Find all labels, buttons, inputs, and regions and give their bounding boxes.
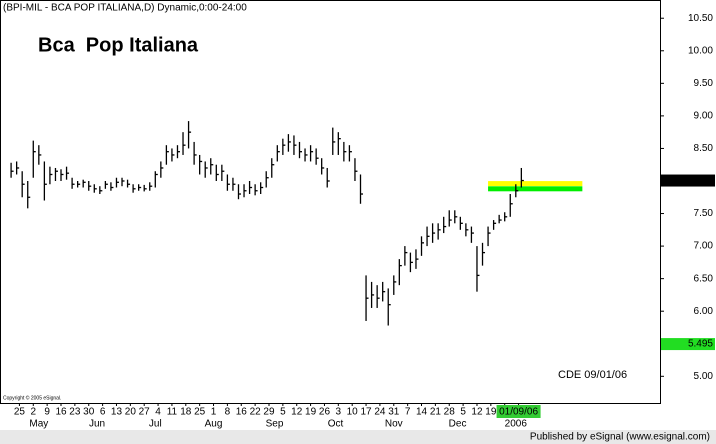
- x-tick-label: 24: [374, 407, 386, 418]
- price-marker: [661, 174, 715, 187]
- x-tick-label: 26: [319, 407, 331, 418]
- month-label: Sep: [266, 419, 284, 430]
- price-marker-label: 5.495: [688, 339, 713, 350]
- copyright: Copyright © 2005 eSignal.: [3, 394, 61, 401]
- x-tick-label: 2: [30, 407, 36, 418]
- band: [488, 181, 583, 187]
- x-tick-label: 29: [263, 407, 275, 418]
- x-tick-label: 14: [416, 407, 428, 418]
- y-tick-label: 5.00: [694, 371, 714, 382]
- x-tick-label: 1: [211, 407, 217, 418]
- x-tick-label: 27: [139, 407, 151, 418]
- footer-bar: [0, 430, 716, 444]
- x-tick-label: 3: [336, 407, 342, 418]
- x-tick-label: 6: [100, 407, 106, 418]
- month-label: Aug: [205, 419, 223, 430]
- y-tick-label: 7.50: [694, 208, 714, 219]
- x-tick-label: 01/09/06: [499, 407, 538, 418]
- y-tick-label: 6.50: [694, 273, 714, 284]
- x-tick-label: 31: [388, 407, 400, 418]
- x-tick-label: 18: [180, 407, 192, 418]
- price-marker-label: 8.007: [688, 175, 713, 186]
- y-tick-label: 9.00: [694, 111, 714, 122]
- y-tick-label: 9.50: [694, 78, 714, 89]
- month-label: Jul: [149, 419, 162, 430]
- y-tick-label: 7.00: [694, 241, 714, 252]
- x-tick-label: 16: [55, 407, 67, 418]
- month-label: May: [29, 419, 48, 430]
- month-label: Jun: [89, 419, 105, 430]
- x-tick-label: 7: [405, 407, 411, 418]
- x-tick-label: 19: [305, 407, 317, 418]
- x-tick-label: 13: [111, 407, 123, 418]
- x-tick-label: 12: [291, 407, 303, 418]
- x-tick-label: 9: [44, 407, 50, 418]
- x-tick-label: 12: [471, 407, 483, 418]
- band: [488, 186, 583, 192]
- x-tick-label: 21: [430, 407, 442, 418]
- y-tick-label: 10.00: [688, 45, 713, 56]
- month-label: Oct: [328, 419, 344, 430]
- x-tick-label: 11: [167, 407, 178, 418]
- month-label: 2006: [505, 419, 528, 430]
- x-tick-label: 19: [485, 407, 497, 418]
- y-tick-label: 10.50: [688, 13, 713, 24]
- footer: Published by eSignal (www.esignal.com): [530, 432, 710, 443]
- annotation: CDE 09/01/06: [558, 369, 627, 381]
- x-tick-label: 25: [194, 407, 206, 418]
- price-marker: [661, 338, 715, 351]
- x-tick-label: 10: [347, 407, 359, 418]
- plot-frame: [0, 0, 661, 404]
- x-tick-label: 25: [14, 407, 26, 418]
- x-tick-highlight: [496, 405, 541, 418]
- x-tick-label: 20: [125, 407, 137, 418]
- month-label: Nov: [385, 419, 403, 430]
- month-label: Dec: [449, 419, 467, 430]
- x-tick-label: 30: [83, 407, 95, 418]
- x-tick-label: 23: [69, 407, 81, 418]
- x-tick-label: 8: [225, 407, 231, 418]
- chart-title: Bca Pop Italiana: [38, 34, 199, 56]
- x-tick-label: 5: [280, 407, 286, 418]
- x-tick-label: 28: [444, 407, 456, 418]
- y-tick-label: 8.50: [694, 143, 714, 154]
- x-tick-label: 16: [236, 407, 248, 418]
- x-tick-label: 17: [360, 407, 372, 418]
- x-tick-label: 4: [155, 407, 161, 418]
- x-tick-label: 5: [460, 407, 466, 418]
- header: (BPI-MIL - BCA POP ITALIANA,D) Dynamic,0…: [3, 3, 247, 14]
- y-tick-label: 6.00: [694, 306, 714, 317]
- x-tick-label: 22: [250, 407, 262, 418]
